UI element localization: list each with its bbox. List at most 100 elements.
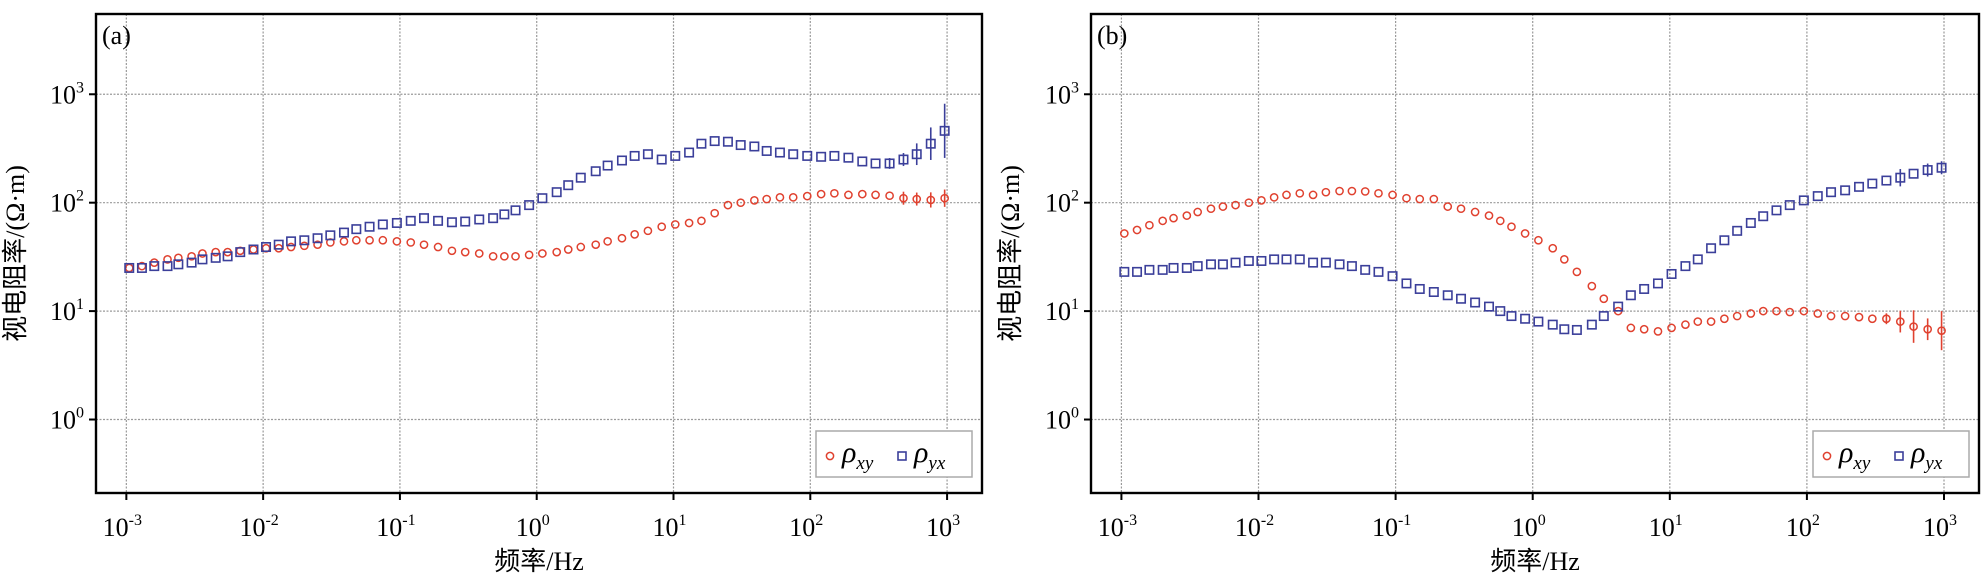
data-point — [630, 230, 640, 239]
data-point — [1598, 311, 1609, 322]
data-point — [939, 125, 950, 136]
data-point — [488, 251, 498, 261]
data-point — [1922, 165, 1933, 176]
data-point — [538, 249, 547, 258]
data-point — [1456, 204, 1466, 214]
x-tick-label: 100 — [516, 512, 550, 542]
x-tick-label: 102 — [789, 512, 823, 542]
panel-b: 10-3 10-2 10-1 100 101 102 103100101102103(b)频… — [996, 12, 1981, 576]
x-tick-base: 10 — [926, 513, 952, 542]
legend-symbol: ρ — [913, 436, 928, 469]
x-tick-label: 102 — [1786, 512, 1820, 542]
x-axis-title: 频率/Hz — [1490, 547, 1580, 576]
data-point — [1388, 190, 1397, 200]
data-point — [629, 150, 640, 161]
data-point — [1168, 262, 1179, 273]
data-point — [1119, 266, 1130, 277]
data-point — [1937, 326, 1946, 336]
x-tick-label: 101 — [1649, 512, 1683, 542]
y-tick-base: 10 — [50, 297, 76, 326]
data-point — [1206, 204, 1216, 214]
axes-frame — [1089, 12, 1981, 495]
data-point — [1799, 306, 1809, 316]
data-point — [603, 236, 612, 246]
data-point — [1826, 311, 1836, 321]
data-point — [460, 247, 470, 257]
data-point — [1681, 320, 1690, 329]
data-point — [447, 246, 457, 256]
x-tick-base: 10 — [1786, 513, 1812, 542]
data-point — [1281, 254, 1292, 265]
y-tick-exponent: 1 — [76, 296, 84, 313]
data-point — [1706, 317, 1716, 326]
data-point — [1680, 261, 1691, 272]
x-tick-label: 103 — [926, 512, 960, 542]
data-point — [1666, 268, 1677, 279]
data-point — [198, 249, 207, 258]
y-axis-title: 视电阻率/(Ω·m) — [1, 165, 30, 342]
data-point — [405, 215, 416, 226]
x-tick-base: 10 — [239, 513, 265, 542]
data-point — [173, 259, 184, 270]
data-point — [273, 239, 284, 250]
data-point — [1534, 235, 1543, 245]
data-point — [339, 236, 349, 246]
data-point — [1587, 281, 1597, 291]
data-point — [174, 253, 183, 263]
data-point — [1295, 188, 1305, 198]
x-tick-base: 10 — [103, 513, 129, 542]
data-point — [1719, 235, 1730, 246]
data-point — [788, 192, 798, 202]
x-tick-base: 10 — [1512, 513, 1538, 542]
data-point — [1667, 323, 1676, 333]
data-point — [602, 160, 613, 171]
x-tick-label: 10-3 — [103, 512, 142, 542]
data-point — [1119, 229, 1129, 238]
data-point — [591, 240, 601, 250]
data-point — [313, 240, 322, 250]
x-tick-exponent: 0 — [542, 512, 550, 529]
data-point — [299, 235, 310, 246]
data-point — [1798, 195, 1809, 206]
data-point — [684, 147, 695, 158]
data-point — [1256, 255, 1267, 266]
data-point — [1193, 207, 1203, 217]
data-point — [857, 189, 867, 199]
x-tick-label: 100 — [1512, 512, 1546, 542]
data-point — [750, 196, 759, 205]
data-point — [1771, 205, 1782, 216]
x-tick-exponent: -1 — [402, 512, 415, 529]
y-tick-label: 101 — [1045, 296, 1079, 326]
legend-marker-circle — [1822, 451, 1832, 461]
x-tick-exponent: 2 — [815, 512, 823, 529]
data-point — [488, 213, 499, 224]
x-axis-title: 频率/Hz — [494, 547, 584, 576]
data-point — [1639, 324, 1649, 334]
data-point — [709, 136, 720, 147]
data-point — [1936, 162, 1947, 173]
data-point — [1785, 307, 1795, 317]
data-point — [1495, 306, 1506, 317]
data-point — [433, 242, 443, 252]
data-point — [1867, 178, 1878, 189]
data-point — [1784, 200, 1795, 211]
data-point — [1507, 222, 1516, 232]
data-point — [433, 215, 444, 226]
data-point — [1157, 264, 1168, 275]
x-tick-exponent: -3 — [1124, 512, 1137, 529]
legend: ρxy ρyx — [1812, 430, 1970, 478]
data-point — [1652, 278, 1663, 289]
data-point — [590, 166, 601, 177]
data-point — [365, 235, 374, 245]
data-point — [563, 245, 573, 254]
data-point — [898, 154, 909, 165]
data-point — [575, 172, 586, 183]
data-point — [656, 154, 667, 165]
legend-label: ρyx — [1910, 436, 1943, 474]
legend-marker-square — [1894, 451, 1904, 461]
data-point — [1533, 316, 1544, 327]
x-tick-exponent: 2 — [1812, 512, 1820, 529]
data-point — [511, 251, 520, 261]
data-point — [1506, 311, 1517, 322]
data-point — [696, 138, 707, 149]
